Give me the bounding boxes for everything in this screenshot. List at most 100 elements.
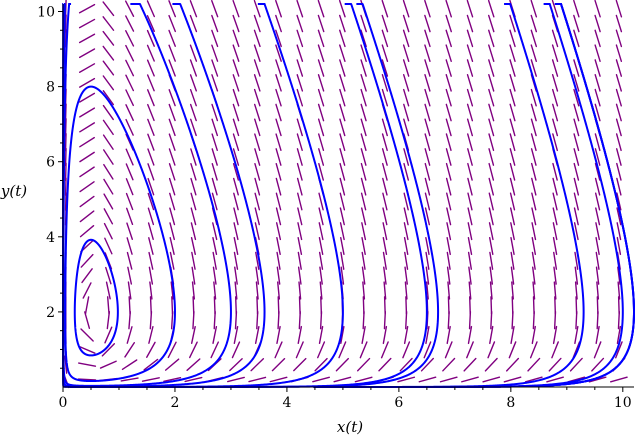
field-arrow-598 <box>546 376 564 383</box>
field-arrow-370 <box>362 281 366 300</box>
field-arrow-315 <box>318 325 324 345</box>
field-arrow-232 <box>232 14 240 33</box>
field-arrow-448 <box>425 281 429 300</box>
field-arrow-159 <box>190 325 196 345</box>
field-arrow-599 <box>548 357 562 372</box>
field-arrow-319 <box>319 266 323 285</box>
field-arrow-427 <box>403 207 409 226</box>
field-arrow-90 <box>125 192 134 211</box>
field-arrow-454 <box>424 192 431 211</box>
field-arrow-89 <box>126 207 134 226</box>
field-arrow-346 <box>340 251 345 270</box>
field-arrow-616 <box>552 103 559 122</box>
trajectory-6 <box>146 3 440 388</box>
field-arrow-579 <box>532 266 536 285</box>
field-arrow-639 <box>573 148 580 166</box>
field-arrow-109 <box>149 296 152 315</box>
field-arrow-70 <box>102 104 114 121</box>
field-arrow-637 <box>573 177 580 196</box>
field-arrow-595 <box>530 29 538 48</box>
field-arrow-189 <box>212 266 217 285</box>
field-arrow-116 <box>147 192 155 211</box>
field-arrow-666 <box>594 133 601 152</box>
field-arrow-259 <box>253 0 261 18</box>
field-arrow-73 <box>102 60 115 76</box>
field-arrow-273 <box>275 177 282 196</box>
field-arrow-561 <box>509 148 516 166</box>
field-arrow-442 <box>418 376 437 383</box>
field-arrow-642 <box>573 103 580 122</box>
field-arrow-461 <box>424 88 431 107</box>
field-arrow-645 <box>573 59 580 77</box>
field-arrow-320 <box>318 251 324 270</box>
field-arrow-547 <box>506 357 520 372</box>
field-arrow-198 <box>211 133 218 151</box>
field-arrow-75 <box>102 30 115 46</box>
field-arrow-537 <box>488 118 495 137</box>
field-arrow-514 <box>466 74 474 92</box>
field-arrow-387 <box>360 29 367 48</box>
field-arrow-553 <box>510 266 515 285</box>
field-arrow-392 <box>380 341 389 359</box>
field-arrow-17 <box>64 118 67 137</box>
field-arrow-609 <box>552 207 558 226</box>
field-arrow-398 <box>382 251 387 270</box>
field-arrow-139 <box>169 237 175 255</box>
field-arrow-127 <box>146 29 155 47</box>
field-arrow-194 <box>211 192 218 211</box>
field-arrow-347 <box>340 236 345 256</box>
field-arrow-110 <box>149 281 153 300</box>
field-arrow-379 <box>360 148 367 166</box>
field-arrow-276 <box>275 133 282 152</box>
field-arrow-118 <box>147 163 155 181</box>
field-arrow-661 <box>595 207 601 226</box>
field-arrow-377 <box>360 177 367 196</box>
field-arrow-242 <box>255 251 260 270</box>
field-arrow-122 <box>147 103 155 122</box>
field-arrow-402 <box>382 192 388 211</box>
field-arrow-366 <box>359 341 368 359</box>
field-arrow-245 <box>254 207 260 226</box>
field-arrow-224 <box>232 133 240 152</box>
field-arrow-247 <box>254 177 261 196</box>
field-arrow-611 <box>552 177 558 196</box>
field-arrow-615 <box>552 118 559 137</box>
field-arrow-460 <box>424 103 431 122</box>
field-arrow-288 <box>295 341 304 359</box>
field-arrow-333 <box>317 59 325 77</box>
field-arrow-1 <box>64 355 68 374</box>
field-arrow-632 <box>574 251 579 270</box>
field-arrow-274 <box>275 162 282 181</box>
field-arrow-258 <box>253 14 261 33</box>
field-arrow-404 <box>382 162 388 181</box>
field-arrow-169 <box>190 177 197 196</box>
field-arrow-450 <box>425 251 430 270</box>
trajectory-7 <box>313 3 585 388</box>
field-arrow-462 <box>424 74 431 92</box>
field-arrow-411 <box>381 59 389 77</box>
field-arrow-415 <box>381 0 389 18</box>
field-arrow-640 <box>573 133 580 152</box>
field-arrow-496 <box>466 341 474 359</box>
field-arrow-240 <box>255 281 259 300</box>
field-arrow-634 <box>573 222 579 241</box>
field-arrow-546 <box>503 376 522 383</box>
field-arrow-231 <box>232 29 240 48</box>
direction-field <box>62 0 628 389</box>
field-arrow-434 <box>403 103 410 122</box>
field-arrow-578 <box>532 281 536 300</box>
field-arrow-293 <box>297 266 302 285</box>
field-arrow-68 <box>102 134 114 150</box>
field-arrow-352 <box>339 162 346 181</box>
field-arrow-650 <box>588 376 607 383</box>
field-arrow-627 <box>574 325 579 345</box>
field-arrow-505 <box>467 207 473 226</box>
field-arrow-330 <box>317 103 325 122</box>
field-arrow-295 <box>297 236 303 256</box>
field-arrow-106 <box>146 341 156 358</box>
field-arrow-597 <box>530 0 538 18</box>
field-arrow-540 <box>488 74 495 92</box>
field-arrow-574 <box>529 341 538 359</box>
field-arrow-486 <box>445 103 452 122</box>
field-arrow-230 <box>232 44 240 62</box>
